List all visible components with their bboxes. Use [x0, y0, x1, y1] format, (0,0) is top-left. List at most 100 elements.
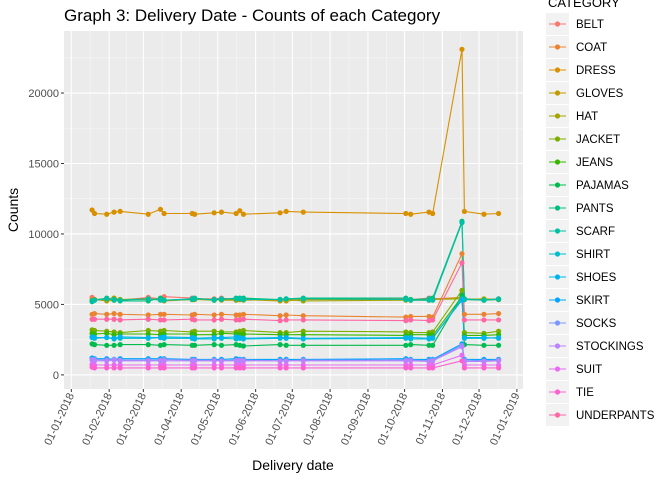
- x-tick-label: 01-09-2018: [339, 391, 374, 447]
- data-point-dress: [461, 208, 468, 215]
- data-point-tie: [157, 365, 164, 371]
- legend-key-point-pajamas: [554, 182, 561, 188]
- data-point-coat: [240, 311, 247, 317]
- x-tick-label: 01-07-2018: [263, 391, 298, 447]
- legend-label-shoes: SHOES: [576, 272, 617, 284]
- data-point-underpants: [157, 317, 164, 323]
- data-point-scarf: [161, 297, 167, 303]
- data-point-coat: [461, 311, 468, 317]
- data-point-jeans: [218, 330, 225, 336]
- data-point-stockings: [233, 358, 239, 364]
- data-point-dress: [192, 211, 198, 217]
- x-tick-label: 01-05-2018: [189, 391, 224, 447]
- data-point-tie: [233, 365, 239, 371]
- data-point-shoes: [117, 334, 123, 340]
- data-point-stockings: [211, 358, 217, 364]
- data-point-underpants: [91, 316, 98, 322]
- data-point-pajamas: [495, 342, 502, 348]
- data-point-stockings: [300, 358, 306, 364]
- data-point-shoes: [91, 334, 98, 341]
- data-point-scarf: [277, 296, 283, 303]
- data-point-underpants: [277, 318, 283, 324]
- plot-panel: [64, 31, 523, 389]
- data-point-pajamas: [240, 343, 247, 349]
- data-point-pajamas: [117, 342, 123, 348]
- data-point-shoes: [192, 335, 198, 341]
- data-point-tie: [218, 365, 225, 371]
- legend-label-dress: DRESS: [576, 65, 616, 77]
- legend-label-belt: BELT: [576, 19, 604, 31]
- y-axis: 0 5000 10000 15000 20000: [28, 88, 64, 382]
- legend-label-stockings: STOCKINGS: [576, 341, 644, 353]
- legend-key-point-shoes: [554, 274, 561, 280]
- legend-key-point-hat: [554, 113, 561, 119]
- data-point-tie: [300, 365, 306, 371]
- data-point-stockings: [430, 358, 436, 364]
- legend-key-point-scarf: [554, 228, 561, 234]
- legend-key-point-pants: [554, 205, 561, 211]
- legend-label-jeans: JEANS: [576, 157, 613, 169]
- data-point-scarf: [430, 297, 436, 303]
- data-point-coat: [145, 312, 151, 318]
- data-point-dress: [145, 211, 151, 217]
- data-point-coat: [111, 310, 117, 317]
- data-point-underpants: [481, 317, 487, 323]
- data-point-underpants: [300, 317, 306, 323]
- data-point-pajamas: [145, 342, 151, 348]
- data-point-dress: [459, 46, 465, 52]
- data-point-pajamas: [218, 342, 225, 348]
- legend-key-point-tie: [554, 389, 561, 395]
- legend-label-pajamas: PAJAMAS: [576, 180, 629, 192]
- data-point-coat: [104, 311, 110, 317]
- data-point-tie: [461, 365, 468, 371]
- data-point-tie: [481, 365, 487, 371]
- legend-label-skirt: SKIRT: [576, 295, 610, 307]
- legend-key-point-socks: [554, 320, 561, 326]
- data-point-coat: [211, 312, 217, 318]
- data-point-shoes: [283, 334, 289, 341]
- data-point-dress: [277, 210, 283, 216]
- data-point-underpants: [403, 318, 409, 324]
- data-point-pajamas: [192, 342, 198, 348]
- data-point-dress: [495, 210, 502, 217]
- legend-key-point-shirt: [554, 251, 561, 257]
- data-point-tie: [408, 365, 414, 371]
- data-point-underpants: [461, 317, 468, 323]
- legend-key-point-belt: [554, 21, 561, 27]
- data-point-dress: [211, 210, 217, 216]
- data-point-tie: [161, 365, 167, 371]
- data-point-coat: [218, 311, 225, 317]
- data-point-stockings: [111, 357, 117, 363]
- data-point-tie: [283, 365, 289, 371]
- x-tick-label: 01-02-2018: [80, 391, 115, 447]
- legend-label-gloves: GLOVES: [576, 88, 624, 100]
- data-point-underpants: [111, 316, 117, 322]
- data-point-coat: [283, 312, 289, 318]
- data-point-underpants: [117, 317, 123, 323]
- x-axis-title: Delivery date: [252, 457, 334, 473]
- data-point-coat: [300, 313, 306, 319]
- data-point-scarf: [91, 297, 98, 303]
- legend-key-point-suit: [554, 366, 561, 372]
- legend-label-socks: SOCKS: [576, 318, 617, 330]
- data-point-underpants: [430, 317, 436, 323]
- data-point-dress: [240, 211, 247, 217]
- data-point-suit: [459, 352, 465, 358]
- data-point-underpants: [495, 317, 502, 323]
- data-point-scarf: [300, 296, 306, 302]
- data-point-dress: [481, 211, 487, 217]
- data-point-shoes: [211, 334, 217, 341]
- data-point-tie: [240, 365, 247, 371]
- legend-key-point-skirt: [554, 297, 561, 303]
- data-point-stockings: [408, 358, 414, 364]
- legend-label-shirt: SHIRT: [576, 249, 610, 261]
- legend-label-suit: SUIT: [576, 364, 602, 376]
- data-point-underpants: [408, 317, 414, 323]
- data-point-tie: [459, 358, 465, 364]
- x-tick-label: 01-11-2018: [414, 391, 448, 446]
- data-point-underpants: [283, 317, 289, 323]
- x-tick-label: 01-06-2018: [227, 391, 262, 447]
- data-point-shoes: [495, 335, 502, 341]
- x-tick-label: 01-03-2018: [114, 391, 149, 447]
